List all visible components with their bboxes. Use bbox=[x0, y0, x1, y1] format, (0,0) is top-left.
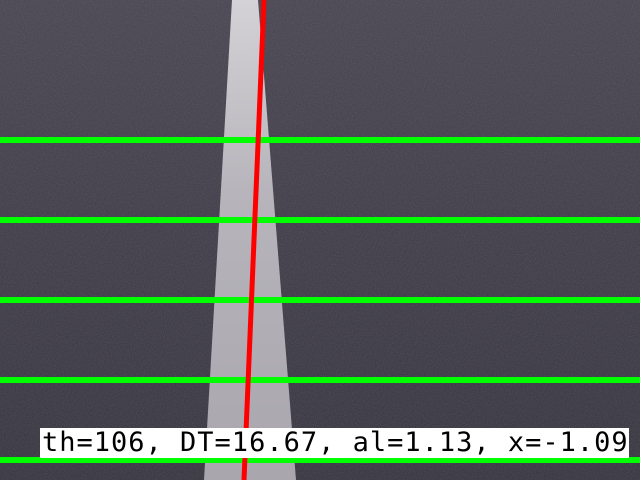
detected-lane-line bbox=[241, 0, 267, 480]
lane-marking bbox=[204, 0, 296, 480]
telemetry-readout: th=106, DT=16.67, al=1.13, x=-1.09 bbox=[40, 427, 629, 458]
